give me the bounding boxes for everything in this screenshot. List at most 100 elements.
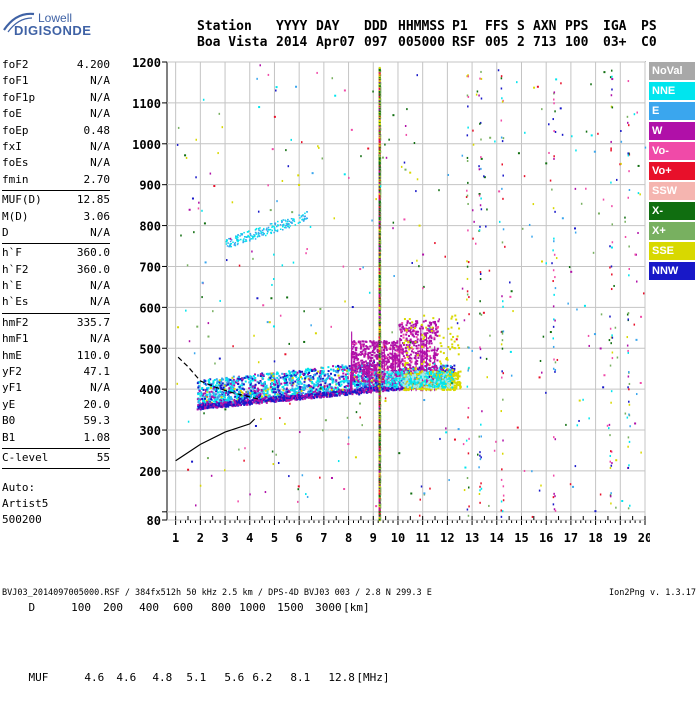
echo-point — [324, 375, 326, 377]
echo-point — [279, 396, 281, 398]
echo-point — [208, 387, 210, 389]
echo-point — [326, 393, 328, 395]
echo-point — [363, 343, 365, 345]
echo-point — [343, 378, 345, 380]
echo-point — [342, 370, 344, 372]
echo-point — [228, 387, 230, 389]
echo-point — [440, 366, 442, 368]
plot-frame — [167, 62, 645, 520]
echo-point — [308, 394, 310, 396]
echo-point — [257, 400, 259, 402]
echo-point — [403, 334, 405, 336]
y-tick-label: 500 — [139, 342, 161, 356]
echo-point — [282, 392, 284, 394]
echo-point — [406, 331, 408, 333]
echo-point — [366, 365, 368, 367]
echo-point — [372, 362, 374, 364]
echo-point — [300, 383, 302, 385]
echo-point — [287, 376, 289, 378]
echo-point — [365, 345, 367, 347]
echo-point — [375, 356, 377, 358]
echo-point — [363, 391, 365, 393]
echo-point — [317, 383, 319, 385]
echo-point — [375, 382, 377, 384]
echo-point — [206, 403, 208, 405]
echo-point — [355, 349, 357, 351]
echo-point — [428, 337, 430, 339]
echo-point — [208, 381, 210, 383]
echo-point — [233, 404, 235, 406]
echo-point — [261, 402, 263, 404]
echo-point — [336, 383, 338, 385]
echo-point — [349, 365, 351, 367]
echo-point — [432, 332, 434, 334]
echo-point — [226, 405, 228, 407]
echo-point — [237, 383, 239, 385]
echo-point — [338, 366, 340, 368]
echo-point — [347, 385, 349, 387]
echo-point — [332, 379, 334, 381]
echo-point — [204, 392, 206, 394]
echo-point — [213, 405, 215, 407]
echo-point — [353, 344, 355, 346]
echo-point — [286, 397, 288, 399]
echo-point — [377, 362, 379, 364]
echo-point — [293, 393, 295, 395]
echo-point — [299, 370, 301, 372]
echo-point — [362, 385, 364, 387]
echo-point — [261, 389, 263, 391]
echo-point — [228, 399, 230, 401]
echo-point — [385, 356, 387, 358]
echo-point — [401, 352, 403, 354]
echo-point — [368, 352, 370, 354]
echo-point — [238, 400, 240, 402]
echo-point — [245, 381, 247, 383]
echo-point — [276, 389, 278, 391]
echo-point — [335, 391, 337, 393]
echo-point — [262, 398, 264, 400]
y-tick-label: 400 — [139, 383, 161, 397]
echo-point — [333, 388, 335, 390]
echo-point — [374, 387, 376, 389]
echo-point — [417, 331, 419, 333]
echo-point — [413, 370, 415, 372]
y-tick-label: 600 — [139, 301, 161, 315]
echo-point — [226, 399, 228, 401]
echo-point — [305, 394, 307, 396]
echo-point — [316, 396, 318, 398]
echo-point — [370, 368, 372, 370]
x-tick-label: 5 — [271, 531, 278, 545]
echo-point — [253, 402, 255, 404]
echo-point — [266, 385, 268, 387]
echo-point — [356, 365, 358, 367]
echo-point — [366, 362, 368, 364]
echo-point — [447, 365, 449, 367]
echo-point — [354, 352, 356, 354]
echo-point — [359, 365, 361, 367]
echo-point — [275, 398, 277, 400]
echo-point — [302, 395, 304, 397]
echo-point — [242, 388, 244, 390]
echo-point — [254, 379, 256, 381]
echo-point — [387, 369, 389, 371]
echo-point — [424, 365, 426, 367]
echo-point — [413, 344, 415, 346]
echo-point — [295, 376, 297, 378]
echo-point — [403, 337, 405, 339]
echo-point — [267, 390, 269, 392]
echo-point — [286, 400, 288, 402]
echo-point — [355, 347, 357, 349]
echo-point — [417, 367, 419, 369]
echo-point — [388, 342, 390, 344]
echo-point — [386, 349, 388, 351]
echo-point — [426, 332, 428, 334]
echo-point — [406, 344, 408, 346]
echo-point — [357, 374, 359, 376]
echo-point — [287, 391, 289, 393]
y-tick-label: 1000 — [132, 138, 161, 152]
echo-point — [232, 383, 234, 385]
echo-point — [349, 370, 351, 372]
echo-point — [258, 396, 260, 398]
echo-point — [286, 388, 288, 390]
echo-point — [390, 348, 392, 350]
